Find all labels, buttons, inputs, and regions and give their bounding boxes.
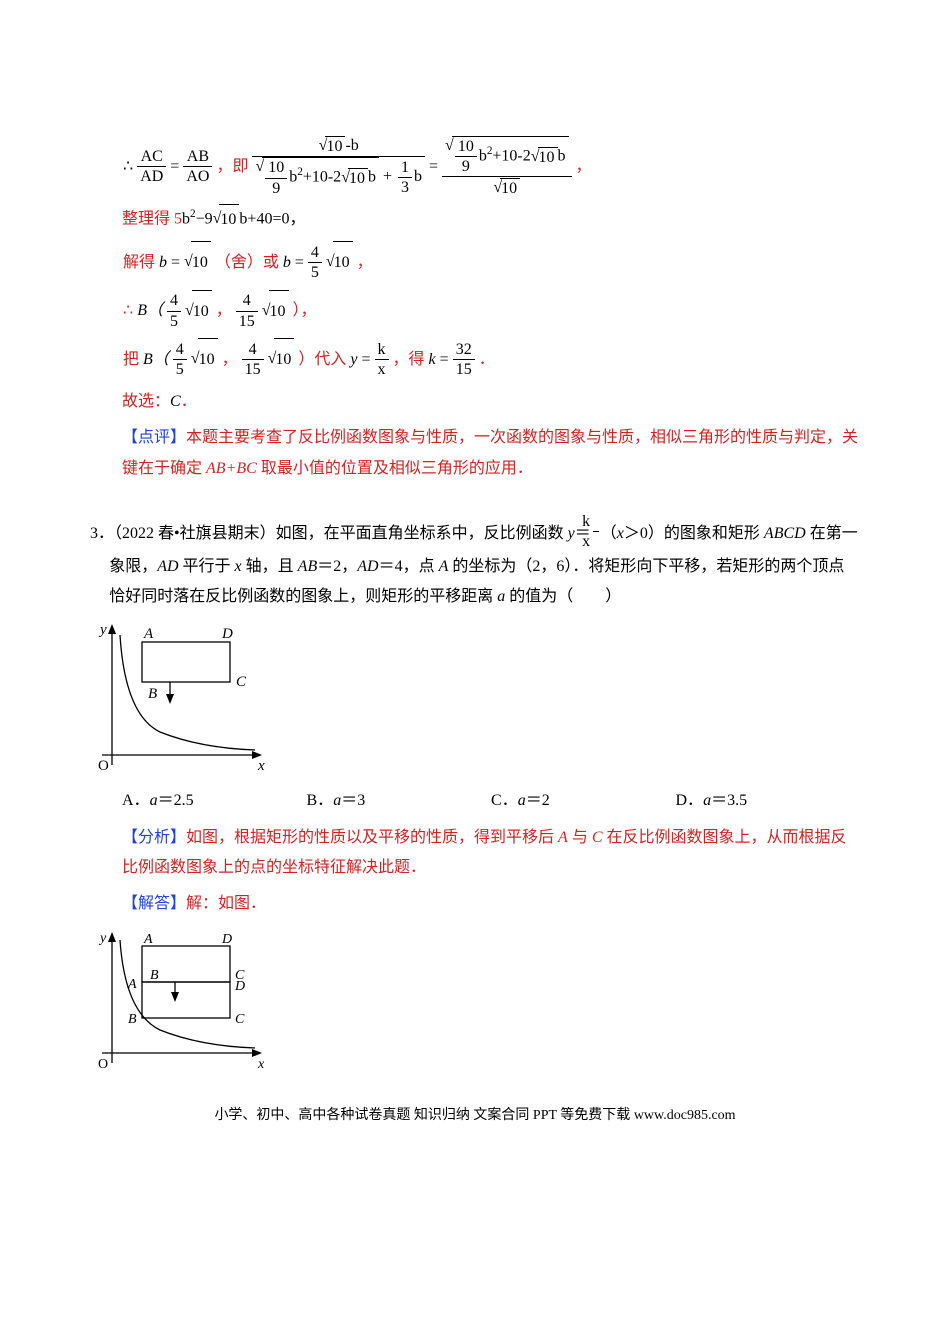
svg-text:x: x (257, 758, 265, 774)
svg-text:A: A (143, 626, 154, 642)
fenxi: 【分析】如图，根据矩形的性质以及平移的性质，得到平移后 A 与 C 在反比例函数… (90, 823, 860, 884)
option-C[interactable]: C．a＝2 (491, 786, 676, 816)
page-footer: 小学、初中、高中各种试卷真题 知识归纳 文案合同 PPT 等免费下载 www.d… (90, 1103, 860, 1130)
line-guxuan: 故选：C． (90, 387, 860, 417)
option-D[interactable]: D．a＝3.5 (676, 786, 861, 816)
svg-text:B: B (148, 686, 157, 702)
frac-AB-AO: AB AO (183, 147, 212, 186)
q3-options: A．a＝2.5 B．a＝3 C．a＝2 D．a＝3.5 (90, 786, 860, 816)
equals-2: = (429, 146, 438, 188)
svg-text:C: C (236, 674, 247, 690)
option-A[interactable]: A．a＝2.5 (122, 786, 307, 816)
diagram-jieda: y x O A D B C A D B C (90, 928, 270, 1078)
svg-text:D: D (221, 626, 233, 642)
footer-link[interactable]: www.doc985.com (634, 1108, 736, 1123)
svg-text:D: D (234, 979, 245, 994)
dianping: 【点评】本题主要考查了反比例函数图象与性质，一次函数的图象与性质，相似三角形的性… (90, 423, 860, 484)
line-zhengli: 整理得 5b2−910b+40=0， (90, 204, 860, 235)
dianping-label: 【点评】 (122, 429, 186, 446)
line-jiede: 解得 b= 10 （舍）或 b= 45 10 ， (90, 241, 860, 284)
therefore: ∴ (123, 146, 133, 188)
svg-text:B: B (128, 1012, 137, 1027)
diagram-q3: y x O A D B C (90, 620, 270, 780)
jieda: 【解答】解：如图． (90, 889, 860, 919)
rhs-frac: 109b2+10-210b 10 (442, 136, 572, 198)
svg-text:O: O (98, 1057, 108, 1072)
svg-text:B: B (150, 968, 159, 983)
svg-text:A: A (143, 932, 153, 947)
equals: = (170, 146, 179, 188)
svg-text:O: O (98, 758, 109, 774)
q3-stem: 3．（2022 春•社旗县期末）如图，在平面直角坐标系中，反比例函数 y＝kx（… (90, 512, 860, 612)
fenxi-label: 【分析】 (122, 829, 186, 846)
svg-text:A: A (127, 977, 137, 992)
svg-text:D: D (221, 932, 232, 947)
svg-text:y: y (98, 931, 107, 946)
frac-AC-AD: AC AD (137, 147, 166, 186)
eq-line-1: ∴ AC AD = AB AO ，即 10-b 109b2+10-210b + … (90, 136, 860, 198)
option-B[interactable]: B．a＝3 (307, 786, 492, 816)
svg-text:C: C (235, 1012, 245, 1027)
big-left-frac: 10-b 109b2+10-210b + 13b (252, 136, 425, 198)
comma: ， (576, 146, 592, 188)
svg-text:x: x (257, 1057, 265, 1072)
line-subB: 把 B（ 45 10 ， 415 10 ）代入 y= kx ，得 k= 3215… (90, 338, 860, 381)
label-ji: ，即 (216, 146, 248, 188)
jieda-label: 【解答】 (122, 895, 186, 912)
line-pointB: ∴ B（ 45 10 ， 415 10 ）， (90, 290, 860, 333)
svg-text:y: y (98, 622, 107, 638)
